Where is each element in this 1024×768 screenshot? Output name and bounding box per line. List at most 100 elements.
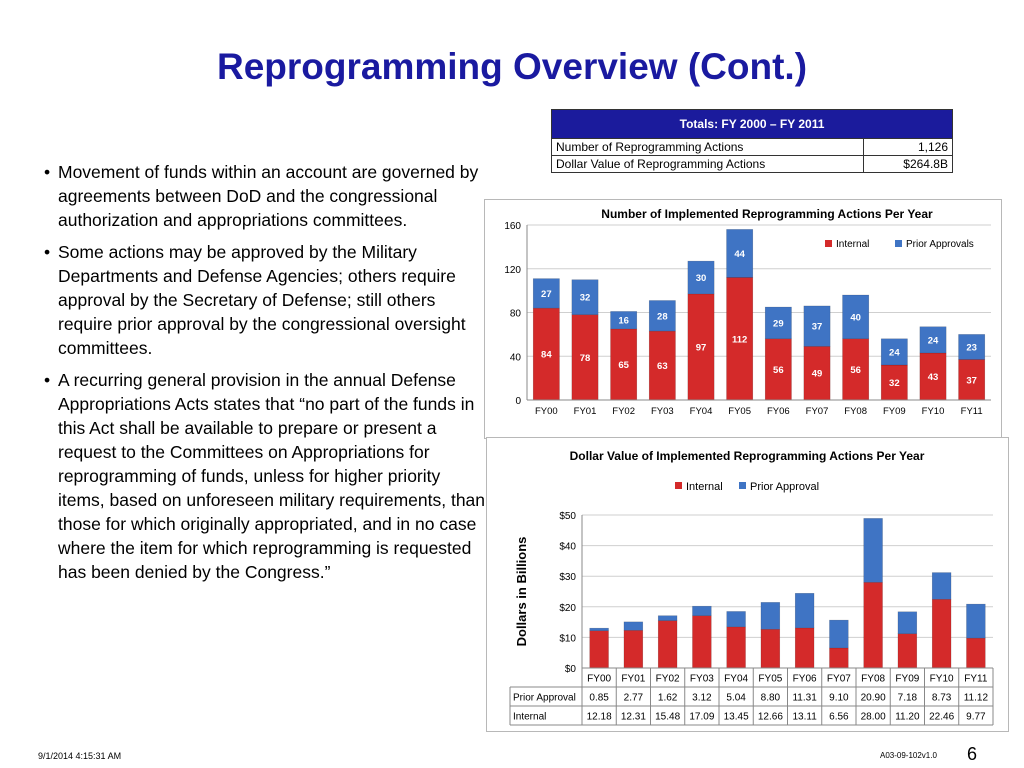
- legend-label: Internal: [836, 239, 869, 250]
- bar-segment: [880, 338, 908, 366]
- bullet-item: • A recurring general provision in the a…: [40, 368, 490, 584]
- data-label: 78: [580, 353, 591, 364]
- table-cell: 8.80: [761, 693, 781, 704]
- bar-segment: [589, 630, 609, 669]
- bullet-list: • Movement of funds within an account ar…: [40, 160, 490, 592]
- x-tick-label: FY11: [961, 406, 983, 417]
- table-row-label: Prior Approval: [513, 693, 576, 704]
- table-cell: 11.31: [792, 693, 817, 704]
- bar-segment: [842, 294, 870, 339]
- dollar-chart-svg: Dollar Value of Implemented Reprogrammin…: [509, 449, 994, 726]
- data-label: 27: [541, 289, 552, 300]
- bar-segment: [726, 626, 746, 669]
- table-cell: 22.46: [929, 712, 954, 723]
- legend-label: Prior Approval: [750, 481, 819, 493]
- bar-segment: [958, 334, 986, 360]
- bar-segment: [958, 359, 986, 401]
- bar-segment: [794, 593, 815, 629]
- x-tick-label: FY10: [922, 406, 945, 417]
- y-tick-label: 120: [504, 265, 521, 276]
- bar-segment: [966, 603, 986, 639]
- table-cell: 6.56: [829, 712, 849, 723]
- data-label: 37: [966, 375, 977, 386]
- bar-segment: [760, 602, 781, 630]
- totals-label: Number of Reprogramming Actions: [551, 138, 864, 156]
- data-label: 16: [618, 316, 629, 327]
- data-label: 63: [657, 361, 668, 372]
- data-label: 32: [580, 293, 591, 304]
- bar-segment: [931, 599, 952, 669]
- bar-segment: [863, 518, 883, 583]
- bar-segment: [897, 633, 918, 669]
- table-cell: 11.20: [895, 712, 920, 723]
- footer-docid: A03-09-102v1.0: [880, 751, 937, 760]
- bullet-dot-icon: •: [44, 162, 51, 182]
- x-tick-label: FY05: [758, 674, 782, 685]
- data-label: 40: [850, 312, 861, 323]
- bar-segment: [648, 330, 676, 401]
- bullet-text: Some actions may be approved by the Mili…: [58, 242, 466, 358]
- x-tick-label: FY10: [930, 674, 954, 685]
- chart-title: Dollar Value of Implemented Reprogrammin…: [570, 449, 925, 463]
- bar-segment: [623, 630, 644, 669]
- legend-swatch: [895, 240, 902, 247]
- bar-segment: [966, 637, 986, 669]
- actions-chart: Number of Implemented Reprogramming Acti…: [484, 199, 1002, 439]
- table-cell: 9.77: [966, 712, 986, 723]
- bar-segment: [571, 314, 599, 401]
- table-cell: 9.10: [829, 693, 849, 704]
- bar-segment: [760, 629, 781, 669]
- table-cell: 0.85: [589, 693, 609, 704]
- y-tick-label: $20: [559, 603, 576, 614]
- x-tick-label: FY02: [612, 406, 635, 417]
- bar-segment: [589, 627, 609, 631]
- legend-label: Internal: [686, 481, 723, 493]
- bar-segment: [687, 260, 715, 295]
- totals-label: Dollar Value of Reprogramming Actions: [551, 155, 864, 173]
- table-cell: 11.12: [964, 693, 989, 704]
- x-tick-label: FY07: [806, 406, 829, 417]
- bullet-item: • Some actions may be approved by the Mi…: [40, 240, 490, 360]
- table-cell: 13.45: [724, 712, 749, 723]
- data-label: 37: [812, 322, 823, 333]
- bar-segment: [648, 300, 676, 332]
- x-tick-label: FY09: [895, 674, 919, 685]
- table-cell: 5.04: [726, 693, 746, 704]
- table-row-label: Internal: [513, 712, 546, 723]
- bar-segment: [829, 619, 849, 649]
- bar-segment: [532, 278, 560, 309]
- legend-swatch: [675, 482, 682, 489]
- totals-value: $264.8B: [863, 155, 953, 173]
- data-label: 24: [889, 347, 900, 358]
- table-cell: 12.66: [758, 712, 783, 723]
- x-tick-label: FY07: [827, 674, 851, 685]
- bar-segment: [803, 346, 831, 401]
- x-tick-label: FY00: [535, 406, 558, 417]
- data-label: 29: [773, 318, 784, 329]
- y-tick-label: 80: [510, 309, 522, 320]
- bar-segment: [726, 277, 754, 401]
- data-label: 28: [657, 311, 668, 322]
- legend-swatch: [739, 482, 746, 489]
- y-tick-label: $40: [559, 542, 576, 553]
- data-label: 24: [928, 335, 939, 346]
- x-tick-label: FY04: [724, 674, 748, 685]
- table-cell: 17.09: [689, 712, 714, 723]
- x-tick-label: FY02: [656, 674, 680, 685]
- bullet-text: Movement of funds within an account are …: [58, 162, 479, 230]
- x-tick-label: FY03: [690, 674, 714, 685]
- bullet-item: • Movement of funds within an account ar…: [40, 160, 490, 232]
- page-title: Reprogramming Overview (Cont.): [216, 46, 808, 87]
- bullet-dot-icon: •: [44, 242, 51, 262]
- y-tick-label: $10: [559, 633, 576, 644]
- bar-segment: [610, 328, 638, 401]
- bar-segment: [842, 338, 870, 401]
- table-row: Dollar Value of Reprogramming Actions $2…: [551, 155, 953, 173]
- data-label: 44: [734, 249, 745, 260]
- table-cell: 28.00: [861, 712, 886, 723]
- data-label: 65: [618, 360, 629, 371]
- y-tick-label: $50: [559, 511, 576, 522]
- data-label: 56: [773, 365, 784, 376]
- y-axis-label: Dollars in Billions: [514, 537, 529, 647]
- bar-segment: [880, 364, 908, 401]
